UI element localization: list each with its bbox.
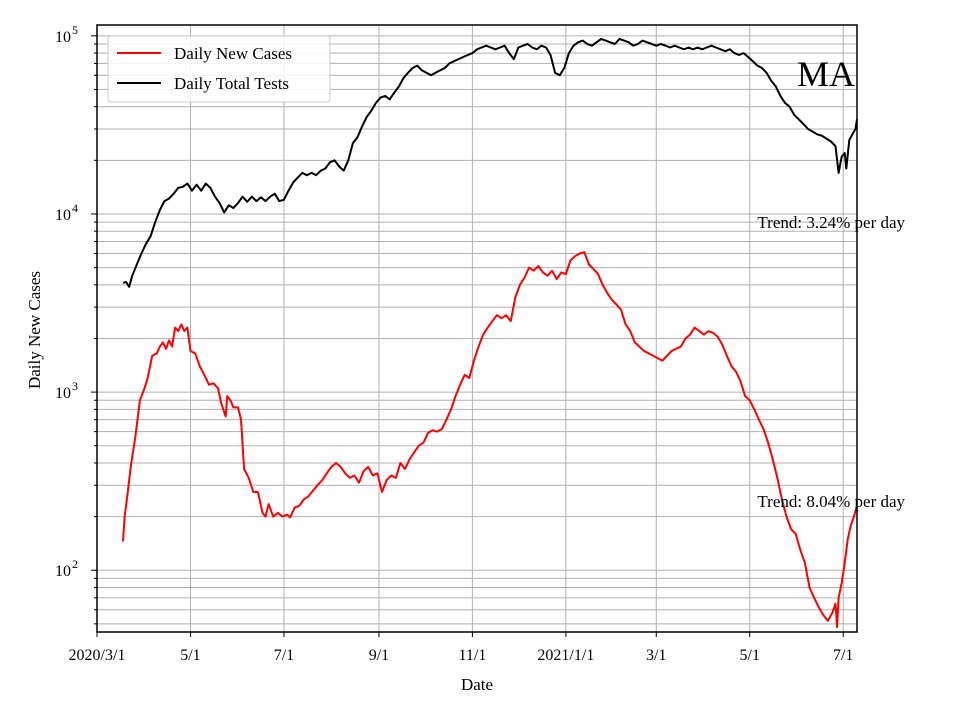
state-label: MA bbox=[797, 54, 855, 94]
legend: Daily New Cases Daily Total Tests bbox=[107, 35, 331, 103]
x-tick-label: 2020/3/1 bbox=[69, 647, 126, 664]
x-tick-label: 7/1 bbox=[274, 647, 294, 664]
y-tick-exponent: 2 bbox=[72, 557, 78, 571]
x-tick-label: 11/1 bbox=[458, 647, 486, 664]
y-tick-exponent: 4 bbox=[72, 201, 78, 215]
annotations: Trend: 3.24% per day Trend: 8.04% per day bbox=[757, 213, 905, 511]
x-tick-label: 3/1 bbox=[646, 647, 666, 664]
x-tick-label: 2021/1/1 bbox=[537, 647, 594, 664]
series-line-daily-total-tests bbox=[122, 38, 858, 288]
series-line-daily-new-cases bbox=[122, 251, 858, 628]
y-axis-title: Daily New Cases bbox=[25, 271, 44, 389]
series-lines bbox=[122, 38, 858, 628]
y-tick-label: 10 bbox=[55, 207, 71, 224]
x-axis-ticks: 2020/3/1 5/1 7/1 9/1 11/1 2021/1/1 3/1 5/1 7/1 bbox=[69, 632, 853, 664]
y-tick-exponent: 3 bbox=[72, 379, 78, 393]
y-tick-label: 10 bbox=[55, 385, 71, 402]
trend-annotation: Trend: 3.24% per day bbox=[757, 213, 905, 232]
y-tick-exponent: 5 bbox=[72, 23, 78, 37]
x-tick-label: 9/1 bbox=[369, 647, 389, 664]
legend-label-daily-total-tests: Daily Total Tests bbox=[174, 74, 289, 93]
x-tick-label: 5/1 bbox=[180, 647, 200, 664]
trend-annotation: Trend: 8.04% per day bbox=[757, 492, 905, 511]
x-axis-title: Date bbox=[461, 675, 493, 694]
y-tick-label: 10 bbox=[55, 29, 71, 46]
legend-label-daily-new-cases: Daily New Cases bbox=[174, 44, 292, 63]
x-tick-label: 5/1 bbox=[740, 647, 760, 664]
plot-frame bbox=[96, 24, 858, 633]
y-tick-label: 10 bbox=[55, 563, 71, 580]
grid bbox=[96, 25, 857, 632]
legend-box bbox=[107, 35, 331, 103]
x-tick-label: 7/1 bbox=[833, 647, 853, 664]
